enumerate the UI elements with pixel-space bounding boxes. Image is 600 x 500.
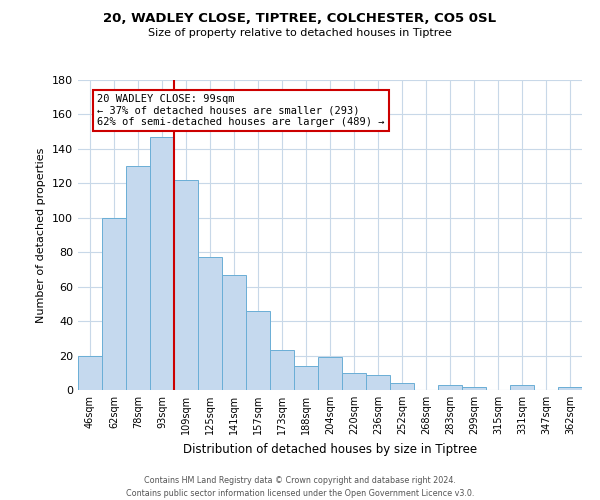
- Bar: [174, 180, 198, 390]
- Bar: [510, 385, 534, 390]
- Bar: [78, 356, 102, 390]
- Bar: [558, 386, 582, 390]
- Bar: [270, 350, 294, 390]
- Text: Size of property relative to detached houses in Tiptree: Size of property relative to detached ho…: [148, 28, 452, 38]
- Bar: [318, 358, 342, 390]
- Bar: [102, 218, 126, 390]
- Bar: [126, 166, 150, 390]
- Bar: [222, 274, 246, 390]
- X-axis label: Distribution of detached houses by size in Tiptree: Distribution of detached houses by size …: [183, 442, 477, 456]
- Bar: [462, 386, 486, 390]
- Bar: [198, 258, 222, 390]
- Text: 20 WADLEY CLOSE: 99sqm
← 37% of detached houses are smaller (293)
62% of semi-de: 20 WADLEY CLOSE: 99sqm ← 37% of detached…: [97, 94, 385, 127]
- Text: 20, WADLEY CLOSE, TIPTREE, COLCHESTER, CO5 0SL: 20, WADLEY CLOSE, TIPTREE, COLCHESTER, C…: [103, 12, 497, 26]
- Bar: [246, 311, 270, 390]
- Text: Contains HM Land Registry data © Crown copyright and database right 2024.
Contai: Contains HM Land Registry data © Crown c…: [126, 476, 474, 498]
- Bar: [390, 383, 414, 390]
- Bar: [150, 137, 174, 390]
- Bar: [342, 373, 366, 390]
- Bar: [294, 366, 318, 390]
- Y-axis label: Number of detached properties: Number of detached properties: [37, 148, 46, 322]
- Bar: [366, 374, 390, 390]
- Bar: [438, 385, 462, 390]
